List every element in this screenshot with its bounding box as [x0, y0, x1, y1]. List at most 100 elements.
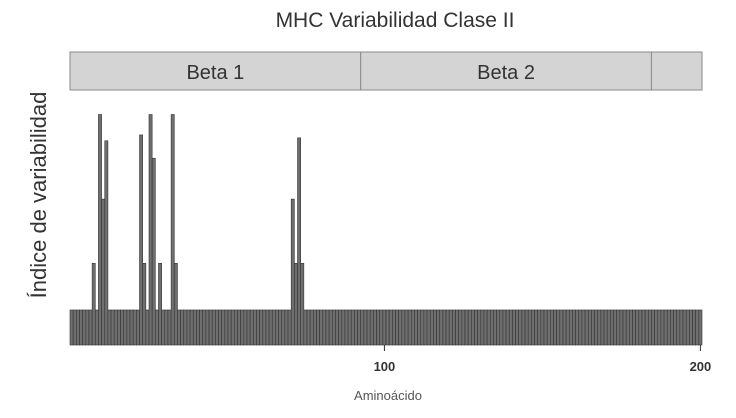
bar — [325, 309, 330, 346]
bar — [670, 309, 674, 346]
bar — [622, 309, 627, 346]
bar — [644, 309, 649, 346]
bar — [531, 309, 535, 346]
bar — [518, 309, 523, 346]
bar — [641, 309, 646, 346]
bar — [230, 309, 235, 346]
bar — [294, 263, 298, 346]
bar — [164, 309, 169, 346]
bar — [584, 309, 589, 346]
bar — [290, 198, 295, 346]
bar — [597, 309, 602, 346]
bar — [363, 309, 368, 346]
bar — [275, 309, 279, 346]
bar — [186, 309, 191, 346]
bar — [540, 309, 545, 346]
bar — [139, 134, 143, 346]
bar — [117, 309, 121, 346]
bar — [401, 309, 406, 346]
bar — [512, 309, 516, 346]
bar — [341, 309, 346, 346]
region-band: Beta 1 Beta 2 — [69, 51, 703, 91]
bar — [578, 309, 583, 346]
bar — [407, 309, 412, 346]
bar — [591, 309, 595, 346]
bar — [148, 114, 153, 346]
bar — [448, 309, 453, 346]
bar — [265, 309, 270, 346]
bar — [189, 309, 194, 346]
bar — [587, 309, 592, 346]
bar — [537, 309, 542, 346]
bar — [98, 114, 102, 346]
bar — [695, 309, 700, 346]
bar — [619, 309, 624, 346]
bar — [69, 309, 74, 346]
bar — [357, 309, 362, 346]
bar — [499, 309, 504, 346]
bar — [192, 309, 197, 346]
bar — [306, 309, 311, 346]
bar — [331, 309, 336, 346]
bar — [221, 309, 226, 346]
bar — [243, 309, 248, 346]
bar — [445, 309, 450, 346]
bar — [477, 309, 482, 346]
bar — [654, 309, 659, 346]
region-box — [650, 51, 703, 91]
bar — [88, 309, 93, 346]
bar — [471, 309, 475, 346]
bar — [309, 309, 314, 346]
x-tick-label: 200 — [690, 359, 712, 374]
bar — [284, 309, 289, 346]
bar — [483, 309, 488, 346]
bar — [344, 309, 349, 346]
bar — [382, 309, 387, 346]
bar — [379, 309, 384, 346]
bar — [508, 309, 513, 346]
bar — [335, 309, 339, 346]
bar — [461, 309, 466, 346]
bar — [145, 309, 150, 346]
bar — [629, 309, 633, 346]
bar — [546, 309, 551, 346]
bar — [663, 309, 668, 346]
bar — [316, 309, 320, 346]
bar — [208, 309, 213, 346]
y-axis-label: Índice de variabilidad — [26, 92, 51, 299]
bar — [603, 309, 608, 346]
bar — [395, 309, 399, 346]
bar — [262, 309, 267, 346]
bar — [429, 309, 434, 346]
bar — [256, 309, 260, 346]
bar — [161, 309, 166, 346]
bar — [268, 309, 273, 346]
bar — [136, 309, 140, 346]
bar — [347, 309, 352, 346]
bar — [423, 309, 428, 346]
bar — [613, 309, 617, 346]
bar — [496, 309, 501, 346]
bar — [240, 309, 245, 346]
bar — [82, 309, 87, 346]
bar — [647, 309, 652, 346]
bar — [104, 140, 109, 346]
bar — [410, 309, 415, 346]
x-tick-label: 100 — [374, 359, 396, 374]
bar — [313, 309, 317, 346]
bar — [524, 309, 529, 346]
bar — [369, 309, 374, 346]
bar — [366, 309, 371, 346]
bars — [69, 114, 703, 346]
bar — [170, 114, 175, 346]
bar — [183, 309, 188, 346]
bar — [515, 309, 520, 346]
bar — [246, 309, 251, 346]
bar — [132, 309, 137, 346]
bar — [392, 309, 396, 346]
bar — [689, 309, 693, 346]
bar — [562, 309, 567, 346]
bar — [606, 309, 611, 346]
bar — [211, 309, 216, 346]
chart-title: MHC Variabilidad Clase II — [276, 9, 515, 32]
